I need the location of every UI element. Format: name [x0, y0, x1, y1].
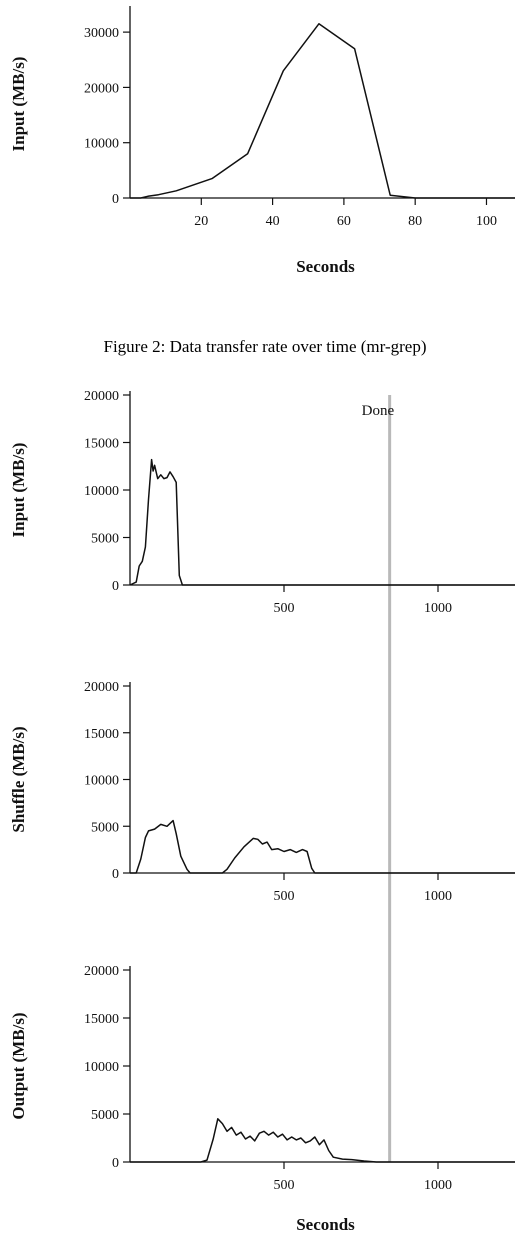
x-axis-label-output: Seconds: [296, 1215, 355, 1234]
y-tick-label-shuffle-0: 0: [112, 867, 119, 882]
x-tick-label-top-4: 100: [476, 214, 497, 229]
y-tick-label-top-3: 30000: [84, 26, 119, 41]
y-tick-label-input-1: 5000: [91, 532, 119, 547]
x-tick-label-input-1: 1000: [424, 601, 452, 616]
x-tick-label-output-0: 500: [274, 1178, 295, 1193]
x-tick-label-output-1: 1000: [424, 1178, 452, 1193]
chart-shuffle: 0 5000 10000 15000 20000 500 1000 Shuffle (MB/s…: [9, 680, 515, 904]
y-tick-label-input-4: 20000: [84, 389, 119, 404]
x-tick-label-top-0: 20: [194, 214, 208, 229]
figure-caption: Figure 2: Data transfer rate over time (…: [104, 337, 427, 356]
y-tick-label-output-3: 15000: [84, 1012, 119, 1027]
chart-input: 0 5000 10000 15000 20000 500 1000 Input (MB/s): [9, 389, 515, 616]
y-tick-label-output-0: 0: [112, 1156, 119, 1171]
y-tick-label-top-1: 10000: [84, 137, 119, 152]
x-tick-label-top-3: 80: [408, 214, 422, 229]
x-tick-label-shuffle-0: 500: [274, 889, 295, 904]
y-tick-label-shuffle-4: 20000: [84, 680, 119, 695]
y-tick-label-output-1: 5000: [91, 1108, 119, 1123]
y-tick-label-shuffle-2: 10000: [84, 774, 119, 789]
y-tick-label-top-0: 0: [112, 192, 119, 207]
chart-output: 0 5000 10000 15000 20000 500 1000 Output (MB/s)…: [9, 964, 515, 1234]
x-tick-label-input-0: 500: [274, 601, 295, 616]
chart-top: 0 10000 20000 30000 20 40 60 80 100 Input (MB/s) S…: [9, 6, 515, 276]
done-label: Done: [362, 403, 395, 419]
x-tick-label-top-1: 40: [266, 214, 280, 229]
y-tick-label-shuffle-1: 5000: [91, 820, 119, 835]
y-tick-label-input-2: 10000: [84, 484, 119, 499]
y-tick-label-input-3: 15000: [84, 437, 119, 452]
x-tick-label-top-2: 60: [337, 214, 351, 229]
y-axis-label-output: Output (MB/s): [9, 1012, 28, 1119]
y-tick-label-input-0: 0: [112, 579, 119, 594]
series-line-top: [130, 24, 515, 198]
y-tick-label-shuffle-3: 15000: [84, 727, 119, 742]
series-line-input: [130, 460, 515, 585]
series-line-shuffle: [130, 821, 515, 873]
x-axis-label-top: Seconds: [296, 257, 355, 276]
y-tick-label-top-2: 20000: [84, 81, 119, 96]
y-tick-label-output-2: 10000: [84, 1060, 119, 1075]
x-tick-label-shuffle-1: 1000: [424, 889, 452, 904]
series-line-output: [130, 1119, 515, 1162]
y-axis-label-input: Input (MB/s): [9, 443, 28, 538]
y-axis-label-shuffle: Shuffle (MB/s): [9, 726, 28, 832]
y-tick-label-output-4: 20000: [84, 964, 119, 979]
y-axis-label-top: Input (MB/s): [9, 57, 28, 152]
